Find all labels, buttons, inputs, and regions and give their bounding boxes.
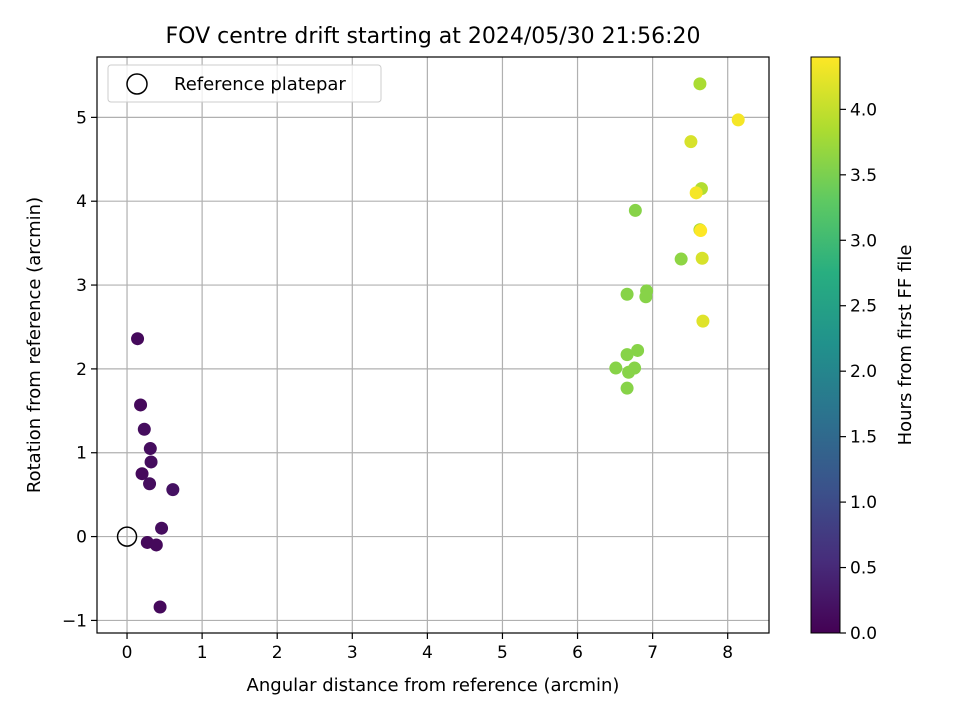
colorbar-tick-label: 0.0 bbox=[850, 624, 877, 644]
colorbar-tick-label: 3.0 bbox=[850, 231, 877, 251]
y-tick-label: 4 bbox=[76, 192, 87, 212]
y-tick-label: 2 bbox=[76, 360, 87, 380]
x-tick-label: 8 bbox=[722, 643, 733, 663]
colorbar-tick-label: 1.0 bbox=[850, 493, 877, 513]
data-point bbox=[134, 398, 148, 412]
colorbar-tick-label: 1.5 bbox=[850, 428, 877, 448]
data-point bbox=[153, 600, 167, 614]
data-point bbox=[620, 348, 634, 362]
colorbar-tick-label: 4.0 bbox=[850, 100, 877, 120]
data-point bbox=[166, 483, 180, 497]
data-point bbox=[694, 224, 708, 238]
x-axis-ticks: 0 1 2 3 4 5 6 7 8 bbox=[122, 633, 733, 663]
legend: Reference platepar bbox=[107, 64, 382, 103]
data-points bbox=[116, 77, 745, 614]
colorbar-tick-label: 2.5 bbox=[850, 297, 877, 317]
data-point bbox=[684, 135, 698, 149]
data-point bbox=[731, 113, 745, 127]
colorbar-ticks: 0.0 0.5 1.0 1.5 2.0 2.5 3.0 3.5 4.0 bbox=[840, 100, 877, 644]
legend-box bbox=[107, 64, 382, 103]
colorbar-tick-label: 3.5 bbox=[850, 166, 877, 186]
data-point bbox=[135, 467, 149, 481]
x-tick-label: 2 bbox=[272, 643, 283, 663]
data-point bbox=[131, 332, 145, 346]
x-tick-label: 6 bbox=[572, 643, 583, 663]
x-axis-label: Angular distance from reference (arcmin) bbox=[247, 675, 620, 696]
y-tick-label: −1 bbox=[62, 611, 87, 631]
data-point bbox=[695, 251, 709, 265]
data-point bbox=[689, 186, 703, 200]
legend-reference-marker bbox=[126, 73, 148, 95]
plot-frame bbox=[96, 56, 770, 634]
y-tick-label: 0 bbox=[76, 528, 87, 548]
x-tick-label: 4 bbox=[422, 643, 433, 663]
colorbar-tick-label: 0.5 bbox=[850, 559, 877, 579]
colorbar bbox=[810, 56, 841, 634]
y-tick-label: 5 bbox=[76, 108, 87, 128]
y-tick-label: 1 bbox=[76, 444, 87, 464]
data-point bbox=[622, 365, 636, 379]
data-point bbox=[696, 314, 710, 328]
x-tick-label: 7 bbox=[647, 643, 658, 663]
legend-entry-reference-platepar: Reference platepar bbox=[174, 74, 346, 95]
data-point bbox=[674, 252, 688, 266]
data-point bbox=[144, 455, 158, 469]
x-tick-label: 5 bbox=[497, 643, 508, 663]
grid-lines bbox=[97, 57, 769, 633]
data-point bbox=[631, 343, 645, 357]
chart-title: FOV centre drift starting at 2024/05/30 … bbox=[166, 24, 701, 49]
data-point bbox=[620, 381, 634, 395]
data-point bbox=[155, 521, 169, 535]
y-axis-ticks: −1 0 1 2 3 4 5 bbox=[62, 108, 97, 631]
y-tick-label: 3 bbox=[76, 276, 87, 296]
data-point bbox=[609, 361, 623, 375]
data-point bbox=[639, 290, 653, 304]
data-point bbox=[143, 442, 157, 456]
data-point bbox=[143, 477, 157, 491]
reference-platepar-marker bbox=[116, 526, 138, 547]
data-point bbox=[620, 287, 634, 301]
colorbar-tick-label: 2.0 bbox=[850, 362, 877, 382]
data-point bbox=[137, 422, 151, 436]
colorbar-label: Hours from first FF file bbox=[895, 245, 916, 446]
data-point bbox=[693, 77, 707, 91]
x-tick-label: 3 bbox=[347, 643, 358, 663]
x-tick-label: 1 bbox=[197, 643, 208, 663]
x-tick-label: 0 bbox=[122, 643, 133, 663]
data-point bbox=[149, 538, 163, 552]
y-axis-label: Rotation from reference (arcmin) bbox=[24, 197, 45, 493]
data-point bbox=[628, 203, 642, 217]
